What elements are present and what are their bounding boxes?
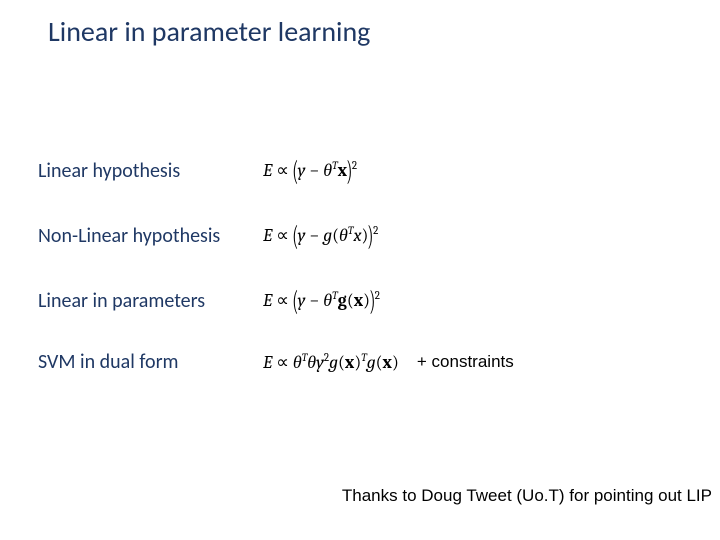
slide: Linear in parameter learning Linear hypo… xyxy=(0,0,720,540)
page-title: Linear in parameter learning xyxy=(48,14,370,49)
formula-linear-hypothesis: E ∝ (y − θTx)2 xyxy=(263,155,357,187)
label-linear-in-params: Linear in parameters xyxy=(38,289,263,313)
row-linear-hypothesis: Linear hypothesis E ∝ (y − θTx)2 xyxy=(38,155,357,187)
formula-linear-in-params: E ∝ (y − θTg(x))2 xyxy=(263,285,380,317)
formula-svm-dual: E ∝ θTθy2g(x)Tg(x) xyxy=(263,351,399,373)
label-svm-dual: SVM in dual form xyxy=(38,350,263,374)
svm-constraints-note: + constraints xyxy=(417,352,514,372)
formula-nonlinear-hypothesis: E ∝ (y − g(θTx))2 xyxy=(263,220,378,252)
footer-credit: Thanks to Doug Tweet (Uo.T) for pointing… xyxy=(342,486,712,506)
row-linear-in-params: Linear in parameters E ∝ (y − θTg(x))2 xyxy=(38,285,380,317)
row-svm-dual: SVM in dual form E ∝ θTθy2g(x)Tg(x) + co… xyxy=(38,350,514,374)
label-linear-hypothesis: Linear hypothesis xyxy=(38,159,263,183)
row-nonlinear-hypothesis: Non-Linear hypothesis E ∝ (y − g(θTx))2 xyxy=(38,220,378,252)
label-nonlinear-hypothesis: Non-Linear hypothesis xyxy=(38,224,263,248)
